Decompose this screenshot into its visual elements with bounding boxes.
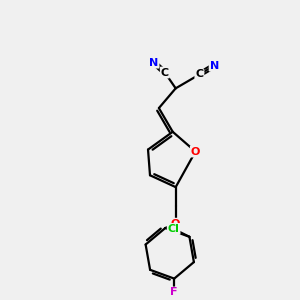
- Text: O: O: [171, 219, 180, 229]
- Text: C: C: [195, 70, 203, 80]
- Text: Cl: Cl: [168, 224, 180, 234]
- Text: C: C: [161, 68, 169, 77]
- Text: O: O: [191, 147, 200, 157]
- Text: F: F: [170, 287, 178, 297]
- Text: N: N: [210, 61, 219, 70]
- Text: N: N: [149, 58, 159, 68]
